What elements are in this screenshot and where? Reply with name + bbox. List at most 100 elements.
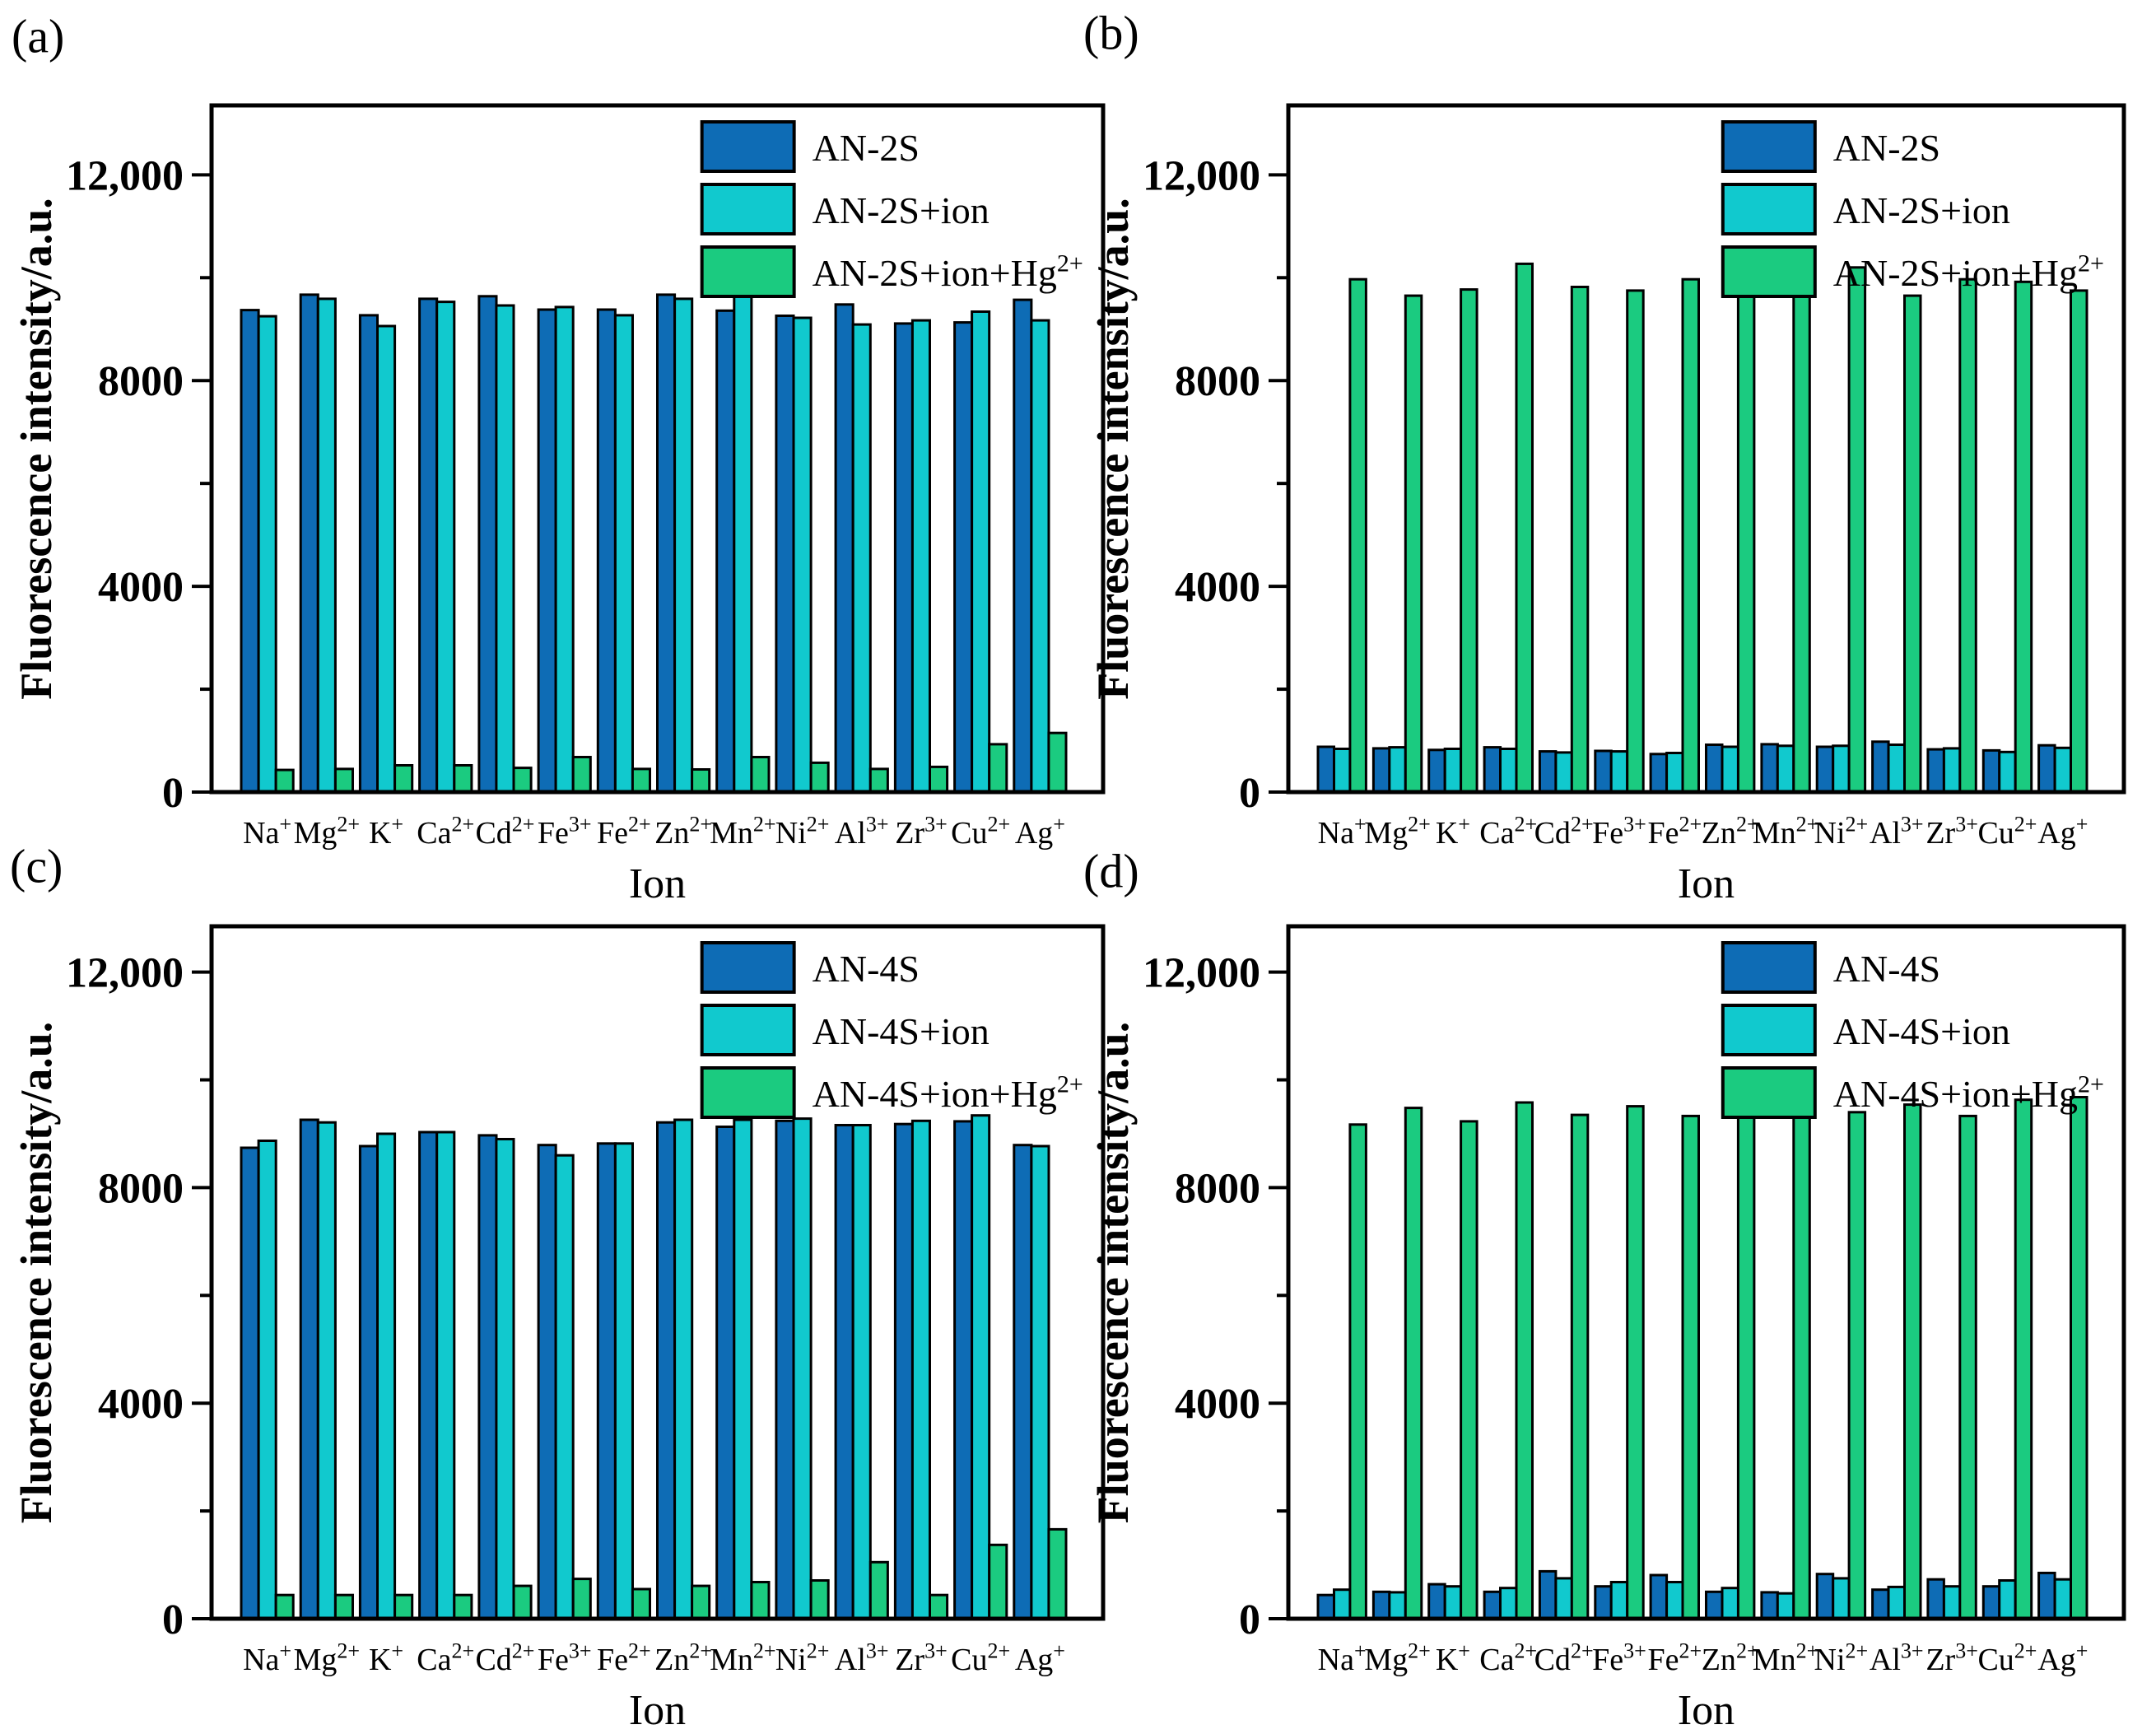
bar bbox=[1570, 286, 1590, 794]
x-tick-label: Ni2+ bbox=[1814, 813, 1869, 851]
x-tick-label: Al3+ bbox=[1870, 1639, 1924, 1677]
x-tick-label: Zn2+ bbox=[654, 813, 712, 851]
bar bbox=[1030, 319, 1050, 794]
bar bbox=[910, 319, 932, 794]
bar bbox=[358, 1144, 379, 1620]
bar bbox=[792, 1117, 813, 1620]
bar bbox=[2014, 1098, 2033, 1620]
x-tick-label: K+ bbox=[369, 1639, 403, 1677]
panel-b-chart: Na+Mg2+ K+ Ca2+Cd2+Fe3+ Fe2+ Zn2+Mn2+Ni2+ Al3… bbox=[1083, 7, 2126, 907]
x-tick-label: Fe2+ bbox=[597, 813, 651, 851]
x-tick-label: K+ bbox=[1436, 1639, 1470, 1677]
x-tick-label: Na+ bbox=[243, 1639, 291, 1677]
bar bbox=[418, 297, 439, 794]
bar bbox=[537, 308, 557, 794]
bar bbox=[1013, 1144, 1033, 1620]
bar bbox=[834, 303, 854, 794]
bar bbox=[1665, 1581, 1684, 1620]
bar bbox=[1483, 746, 1502, 794]
bar bbox=[775, 315, 795, 794]
x-tick-label: Fe2+ bbox=[1647, 1639, 1702, 1677]
legend-label: AN-4S+ion+Hg2+ bbox=[813, 1071, 1083, 1116]
bar bbox=[1649, 753, 1669, 794]
bar bbox=[571, 1578, 592, 1620]
bar bbox=[1030, 1144, 1050, 1620]
bar bbox=[893, 1122, 915, 1620]
bar bbox=[1847, 266, 1867, 794]
bar bbox=[1371, 1590, 1391, 1620]
bar bbox=[809, 1579, 830, 1620]
legend-label: AN-4S+ion bbox=[1833, 1010, 2010, 1052]
y-tick-label: 12,000 bbox=[66, 152, 184, 199]
bar bbox=[435, 301, 456, 794]
bar bbox=[240, 1146, 260, 1620]
x-tick-label: Zn2+ bbox=[654, 1639, 712, 1677]
bar bbox=[1887, 1585, 1906, 1620]
bar bbox=[1594, 749, 1613, 794]
legend-swatch bbox=[700, 941, 796, 994]
bar bbox=[1705, 743, 1724, 794]
legend-swatch bbox=[1721, 1004, 1817, 1056]
bar bbox=[1333, 1588, 1352, 1620]
panel-c-label: (c) bbox=[10, 840, 63, 893]
x-tick-label: Mn2+ bbox=[710, 813, 775, 851]
legend-label: AN-2S bbox=[1833, 127, 1940, 169]
axis-border bbox=[1286, 924, 2126, 1621]
axis-border bbox=[1286, 103, 2126, 795]
x-axis-title: Ion bbox=[629, 1687, 686, 1734]
y-axis-title: Fluorescence intensity/a.u. bbox=[1088, 198, 1138, 699]
legend-label: AN-4S+ion bbox=[813, 1010, 990, 1052]
x-tick-label: Ni2+ bbox=[775, 813, 830, 851]
legend-swatch bbox=[700, 183, 796, 235]
bar bbox=[1942, 747, 1962, 794]
bar bbox=[1998, 750, 2017, 794]
x-tick-label: Cd2+ bbox=[1534, 813, 1594, 851]
bar bbox=[1626, 1105, 1645, 1620]
bar bbox=[596, 1142, 617, 1620]
bar bbox=[1776, 1592, 1795, 1620]
bar bbox=[495, 1138, 515, 1620]
x-tick-label: K+ bbox=[1436, 813, 1470, 851]
x-tick-label: Cd2+ bbox=[1534, 1639, 1594, 1677]
axis-border bbox=[209, 924, 1106, 1621]
bar bbox=[1388, 746, 1407, 794]
legend-swatch bbox=[1721, 245, 1817, 298]
x-tick-label: Fe3+ bbox=[1592, 1639, 1646, 1677]
x-tick-label: Cd2+ bbox=[475, 813, 534, 851]
bar bbox=[1316, 1593, 1335, 1620]
bar bbox=[1538, 750, 1558, 794]
bar bbox=[1871, 1588, 1890, 1620]
bar bbox=[656, 293, 677, 794]
x-tick-label: Mg2+ bbox=[1364, 1639, 1430, 1677]
bar bbox=[1404, 1107, 1423, 1620]
x-tick-label: Ca2+ bbox=[417, 1639, 474, 1677]
legend-label: AN-4S bbox=[813, 948, 920, 990]
x-tick-label: Mn2+ bbox=[1753, 813, 1818, 851]
bar bbox=[1721, 745, 1739, 794]
bar bbox=[775, 1119, 795, 1620]
bar bbox=[376, 324, 397, 794]
bar bbox=[631, 1587, 652, 1620]
bar bbox=[1609, 1581, 1629, 1620]
bar bbox=[733, 291, 753, 794]
x-tick-label: Ag+ bbox=[2037, 1639, 2088, 1677]
x-tick-label: Mg2+ bbox=[1364, 813, 1430, 851]
bar bbox=[1483, 1590, 1502, 1620]
x-tick-label: Na+ bbox=[243, 813, 291, 851]
y-tick-label: 4000 bbox=[98, 564, 184, 611]
bar bbox=[2053, 746, 2073, 794]
x-tick-label: Ni2+ bbox=[775, 1639, 830, 1677]
y-tick-label: 4000 bbox=[98, 1381, 184, 1428]
panel-c-chart: Na+ Mg2+ K+ Ca2+ Cd2+ Fe3+ Fe2+ Zn2+Mn2+ Ni2+ Al3… bbox=[10, 840, 1106, 1734]
x-tick-label: Ca2+ bbox=[1479, 1639, 1537, 1677]
bar bbox=[274, 768, 295, 794]
bar bbox=[1460, 288, 1478, 794]
y-tick-label: 8000 bbox=[1175, 1165, 1260, 1212]
bar bbox=[1958, 1114, 1977, 1620]
panel-a-chart: Na+ Mg2+ K+ Ca2+ Cd2+ Fe3+ Fe2+ Zn2+Mn2+ Ni2+ Al3… bbox=[12, 10, 1106, 907]
bar bbox=[1760, 743, 1779, 794]
bar bbox=[477, 295, 498, 794]
bar bbox=[792, 316, 813, 794]
y-axis-title: Fluorescence intensity/a.u. bbox=[12, 198, 61, 699]
bar bbox=[393, 764, 414, 794]
